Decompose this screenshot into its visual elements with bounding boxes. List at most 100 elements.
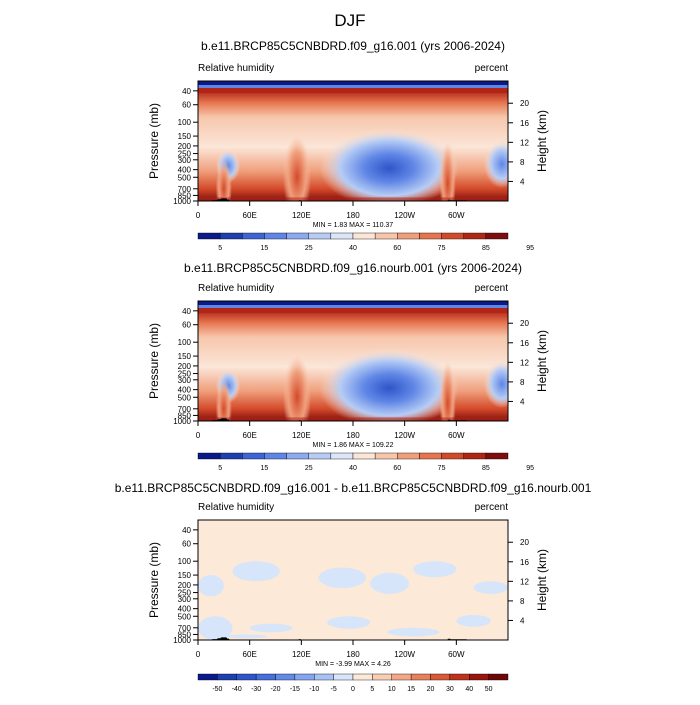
contour-field [198,301,508,421]
colorbar-label: 5 [218,465,222,472]
colorbar-swatch [485,452,509,460]
colorbar-swatch [197,673,218,681]
y-tick-label: 1000 [173,417,191,426]
colorbar-swatch [264,232,287,240]
y-tick-label: 60 [182,101,191,110]
colorbar-swatch [488,673,509,681]
negative-patch [327,616,371,629]
colorbar-label: 25 [305,245,313,252]
y-axis-label: Pressure (mb) [147,542,161,618]
moist-column-andes [439,141,456,201]
colorbar-swatch [410,673,431,681]
colorbar-swatch [264,452,287,460]
colorbar-swatch [397,232,420,240]
colorbar-swatch [242,452,265,460]
y-tick-label: 250 [178,150,192,159]
y-tick-label: 250 [178,370,192,379]
colorbar-swatch [197,232,221,240]
colorbar-swatch [441,232,464,240]
units-label: percent [475,63,509,74]
y-tick-label: 500 [178,173,192,182]
colorbar-label: 10 [388,686,396,693]
colorbar-label: 40 [349,465,357,472]
negative-patch [198,575,224,597]
negative-patch [456,614,491,627]
negative-patch [370,572,409,594]
colorbar: 5 15 25 40 60 75 85 95 [197,232,534,252]
min-max-stats: MIN = 1.86 MAX = 109.22 [313,442,394,449]
y2-tick-label: 8 [520,158,525,167]
units-label: percent [475,283,509,294]
colorbar-swatch [219,452,243,460]
colorbar-swatch [275,673,296,681]
colorbar-label: 75 [438,465,446,472]
contour-field [198,520,508,640]
colorbar-swatch [441,452,464,460]
colorbar-swatch [397,452,420,460]
variable-label: Relative humidity [198,63,274,74]
y2-tick-label: 8 [520,597,525,606]
moist-column-africa [215,158,232,201]
y2-tick-label: 16 [520,339,529,348]
colorbar-swatch [463,232,487,240]
colorbar-swatch [333,673,354,681]
colorbar-label: 75 [438,245,446,252]
x-tick-label: 60E [243,431,257,440]
negative-patch [387,627,440,637]
x-tick-label: 60E [243,211,257,220]
y-tick-label: 40 [182,307,191,316]
colorbar-swatch [419,452,442,460]
y2-axis-label: Height (km) [535,110,549,172]
colorbar-label: 40 [465,686,473,693]
x-tick-label: 120W [394,431,415,440]
colorbar-label: -10 [309,686,319,693]
y-tick-label: 850 [178,411,192,420]
stratosphere-band [198,81,508,85]
colorbar-swatch [469,673,489,681]
colorbar-label: 15 [407,686,415,693]
topography-africa [205,637,230,640]
y2-tick-label: 4 [520,616,525,625]
colorbar-label: -40 [232,686,242,693]
units-label: percent [475,502,509,513]
colorbar-swatch [430,673,451,681]
upper-moist-band [198,88,508,93]
colorbar-label: -5 [331,686,337,693]
colorbar-swatch [374,452,398,460]
variable-label: Relative humidity [198,502,274,513]
y2-axis-label: Height (km) [535,549,549,611]
contour-field [198,81,508,201]
colorbar-swatch [197,452,221,460]
y-tick-label: 300 [178,595,192,604]
y-tick-label: 60 [182,540,191,549]
colorbar-swatch [352,452,376,460]
colorbar-swatch [255,673,276,681]
panel-2: b.e11.BRCP85C5CNBDRD.f09_g16.nourb.001 (… [147,261,549,472]
y2-tick-label: 4 [520,397,525,406]
colorbar-swatch [352,232,376,240]
colorbar-label: 50 [485,686,493,693]
variable-label: Relative humidity [198,283,274,294]
colorbar-label: -30 [251,686,261,693]
colorbar-swatch [217,673,237,681]
y2-tick-label: 12 [520,577,529,586]
colorbar-label: -50 [212,686,222,693]
colorbar-swatch [308,452,332,460]
panel-3-difference: b.e11.BRCP85C5CNBDRD.f09_g16.001 - b.e11… [115,481,592,693]
topography-africa [205,418,230,421]
tropopause-band [198,85,508,88]
y2-tick-label: 8 [520,378,525,387]
colorbar-swatch [391,673,412,681]
colorbar-label: 20 [427,686,435,693]
colorbar-swatch [294,673,315,681]
negative-patch [318,567,366,589]
tropopause-band [198,305,508,308]
colorbar-swatch [219,232,243,240]
y-axis-label: Pressure (mb) [147,323,161,399]
y-tick-label: 100 [178,338,192,347]
x-tick-label: 180 [346,431,360,440]
min-max-stats: MIN = -3.99 MAX = 4.26 [315,661,391,668]
x-tick-label: 60E [243,650,257,659]
y-tick-label: 500 [178,393,192,402]
y-tick-label: 1000 [173,197,191,206]
